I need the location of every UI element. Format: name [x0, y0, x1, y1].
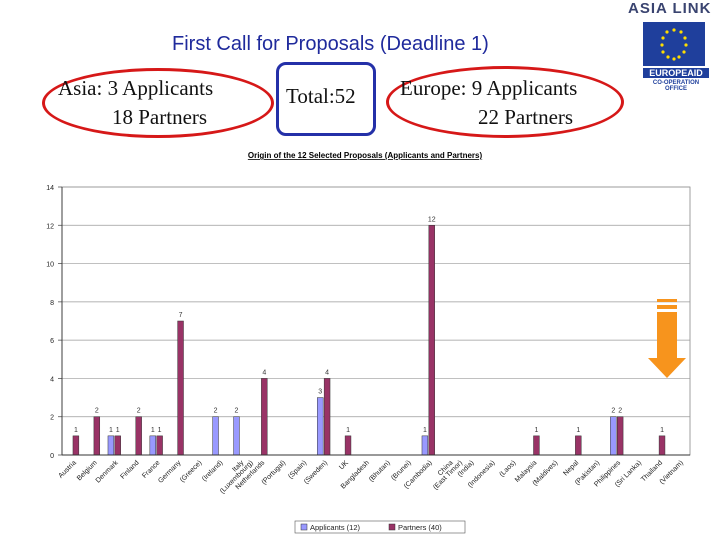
bar-partners [323, 378, 331, 456]
x-tick-label: (Greece) [179, 459, 203, 483]
total-box [276, 62, 376, 136]
bar-partners [72, 435, 80, 456]
y-tick-label: 8 [50, 300, 54, 307]
bar-applicants [107, 435, 115, 456]
data-label: 1 [109, 427, 113, 434]
bar-partners [533, 435, 540, 456]
asia-applicants-text: Asia: 3 Applicants [58, 76, 214, 100]
data-label: 1 [576, 427, 580, 434]
data-label: 1 [534, 427, 538, 434]
data-label: 1 [346, 427, 350, 434]
bar-partners [114, 435, 121, 456]
data-label: 1 [74, 427, 78, 434]
x-tick-label: Germany [157, 459, 183, 485]
bar-applicants [212, 416, 219, 456]
plot-area [61, 186, 691, 456]
data-label: 2 [611, 408, 615, 415]
bar-applicants [610, 416, 617, 456]
europe-applicants-text: Europe: 9 Applicants [400, 76, 578, 100]
legend-box [294, 520, 466, 534]
data-label: 12 [428, 216, 436, 223]
y-tick-label: 2 [50, 415, 54, 422]
asia-callout-ring [42, 68, 274, 138]
data-label: 1 [116, 427, 120, 434]
data-label: 2 [214, 408, 218, 415]
down-arrow-icon [648, 299, 686, 378]
x-tick-label: France [141, 459, 161, 479]
x-tick-label: (Laos) [498, 459, 517, 478]
x-tick-label: Denmark [95, 459, 120, 484]
bar-applicants [317, 397, 324, 456]
slide-title: First Call for Proposals (Deadline 1) [172, 33, 489, 55]
data-label: 7 [179, 312, 183, 319]
x-tick-label: (Ireland) [201, 459, 224, 482]
europeaid-caption: EUROPEAID [643, 68, 709, 78]
y-tick-label: 6 [50, 338, 54, 345]
data-label: 3 [318, 389, 322, 396]
europe-partners-text: 22 Partners [478, 105, 574, 129]
x-tick-label: UK [338, 459, 350, 471]
data-label: 1 [660, 427, 664, 434]
bar-applicants [233, 416, 240, 456]
data-label: 1 [423, 427, 427, 434]
y-tick-label: 12 [46, 223, 54, 230]
y-tick-label: 4 [50, 376, 54, 383]
bar-applicants [149, 435, 156, 456]
europe-callout-ring [386, 66, 624, 138]
y-tick-label: 14 [46, 185, 54, 192]
data-label: 4 [325, 369, 329, 376]
chart-title: Origin of the 12 Selected Proposals (App… [248, 151, 483, 160]
bar-partners [344, 435, 352, 456]
legend-swatch [300, 523, 308, 531]
asia-partners-text: 18 Partners [112, 105, 208, 129]
data-label: 1 [151, 427, 155, 434]
bar-partners [261, 378, 268, 456]
bar-partners [428, 225, 435, 456]
asia-link-logo: ASIA LINK [628, 0, 712, 17]
legend-label: Partners (40) [398, 523, 442, 532]
cooperation-office-caption: CO-OPERATION OFFICE [652, 80, 700, 92]
bar-partners [575, 435, 582, 456]
bar-partners [177, 320, 184, 456]
data-label: 2 [235, 408, 239, 415]
bar-partners [658, 435, 666, 456]
legend-label: Applicants (12) [310, 523, 361, 532]
x-tick-label: Nepal [562, 459, 580, 477]
y-tick-label: 10 [46, 262, 54, 269]
data-label: 1 [158, 427, 162, 434]
bar-partners [616, 416, 624, 456]
x-tick-label: (Bhutan) [368, 459, 392, 483]
bar-partners [93, 416, 101, 456]
x-tick-label: Austria [58, 459, 78, 479]
eu-flag-logo [643, 22, 705, 66]
data-label: 2 [95, 408, 99, 415]
data-label: 2 [137, 408, 141, 415]
total-text: Total:52 [286, 84, 356, 108]
data-label: 2 [618, 408, 622, 415]
x-tick-label: Finland [119, 459, 140, 480]
bar-partners [156, 435, 163, 456]
legend-swatch [388, 523, 396, 531]
data-label: 4 [262, 369, 266, 376]
y-tick-label: 0 [50, 453, 54, 460]
bar-applicants [421, 435, 429, 456]
eu-stars-icon [660, 28, 688, 61]
bar-partners [135, 416, 142, 456]
